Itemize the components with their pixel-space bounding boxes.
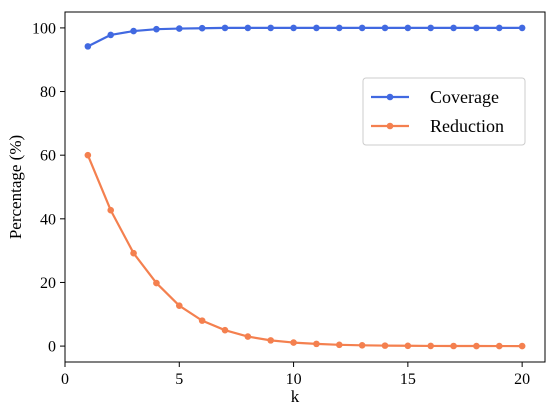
reduction-point [244, 333, 252, 340]
x-tick-label: 10 [286, 371, 302, 388]
coverage-point [473, 24, 480, 32]
coverage-point [267, 24, 275, 32]
series-layer [84, 24, 526, 350]
coverage-point [221, 24, 229, 32]
x-tick-label: 5 [175, 371, 183, 388]
axes-layer: 0 5 10 15 20 0 20 40 60 80 100 [32, 20, 530, 388]
reduction-point [175, 302, 183, 309]
coverage-point [450, 24, 457, 32]
legend-swatch-marker [386, 122, 394, 130]
legend-label: Reduction [430, 116, 504, 136]
coverage-point [518, 24, 526, 32]
y-tick-label: 20 [40, 275, 56, 292]
coverage-point [175, 25, 183, 32]
plot-frame [64, 11, 546, 363]
reduction-point [381, 342, 389, 349]
legend-box [362, 77, 526, 146]
coverage-line [87, 26, 523, 48]
coverage-point [198, 24, 206, 32]
plot-area [64, 11, 546, 363]
reduction-point [427, 342, 435, 350]
reduction-line [86, 154, 523, 348]
x-tick-label: 15 [400, 371, 416, 388]
coverage-point [335, 24, 343, 32]
reduction-point [130, 249, 137, 257]
series-reduction [84, 151, 526, 350]
coverage-point [84, 43, 92, 50]
x-axis-label: k [291, 387, 300, 406]
legend-label: Coverage [430, 87, 499, 107]
y-tick-label: 40 [40, 211, 56, 228]
reduction-point [153, 279, 160, 287]
coverage-point [313, 24, 320, 32]
reduction-point [358, 341, 366, 349]
coverage-point [290, 24, 297, 32]
reduction-point [518, 342, 526, 350]
y-tick-label: 60 [40, 148, 56, 165]
y-tick-label: 0 [48, 339, 56, 356]
coverage-point [153, 25, 160, 33]
coverage-point [244, 24, 252, 32]
coverage-point [381, 24, 389, 32]
reduction-point [107, 206, 115, 214]
reduction-point [198, 317, 206, 324]
reduction-point [473, 342, 480, 350]
y-tick-label: 100 [32, 20, 56, 37]
coverage-point [130, 27, 137, 35]
reduction-point [335, 341, 343, 349]
reduction-point [84, 151, 92, 159]
legend: Coverage Reduction [362, 77, 526, 146]
reduction-point [313, 340, 320, 348]
reduction-point [404, 342, 412, 350]
legend-swatch-marker [386, 93, 394, 101]
y-axis-label: Percentage (%) [6, 135, 25, 239]
reduction-point [290, 339, 297, 346]
reduction-point [221, 326, 229, 334]
legend-item-coverage: Coverage [371, 87, 499, 107]
reduction-point [495, 342, 503, 350]
coverage-point [495, 24, 503, 32]
coverage-point [404, 24, 412, 32]
coverage-point [427, 24, 435, 32]
x-tick-label: 20 [514, 371, 530, 388]
reduction-point [267, 337, 275, 344]
coverage-point [107, 31, 115, 39]
y-tick-label: 80 [40, 84, 56, 101]
legend-item-reduction: Reduction [371, 116, 504, 136]
x-tick-label: 0 [61, 371, 69, 388]
reduction-point [450, 342, 457, 350]
series-coverage [84, 24, 526, 50]
coverage-point [358, 24, 366, 32]
